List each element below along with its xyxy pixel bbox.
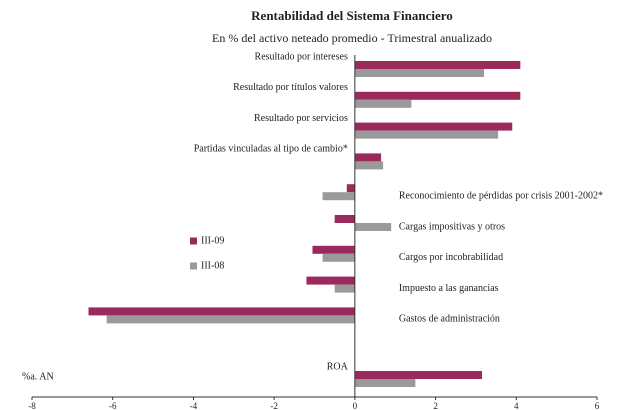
bar xyxy=(354,122,513,131)
legend-swatch xyxy=(190,237,197,245)
legend-label: III-09 xyxy=(201,235,224,246)
bar xyxy=(354,130,499,139)
category-label: Resultado por títulos valores xyxy=(233,82,348,93)
chart-subtitle: En % del activo neteado promedio - Trime… xyxy=(212,31,492,45)
category-label: ROA xyxy=(327,361,349,372)
category-label: Cargos por incobrabilidad xyxy=(399,252,503,263)
category-label: Reconocimiento de pérdidas por crisis 20… xyxy=(399,190,603,201)
bar xyxy=(106,315,355,324)
bar xyxy=(346,184,355,193)
x-tick-label: 2 xyxy=(433,401,438,410)
x-tick-label: -4 xyxy=(190,401,198,410)
bar xyxy=(354,379,416,387)
axis-label: %a. AN xyxy=(22,371,54,382)
bar xyxy=(334,284,355,293)
category-label: Cargas impositivas y otros xyxy=(399,221,505,232)
bar xyxy=(334,215,355,223)
bar xyxy=(322,253,355,262)
x-tick-label: -8 xyxy=(28,401,36,410)
category-label: Gastos de administración xyxy=(399,314,500,325)
bar xyxy=(354,61,521,69)
legend-swatch xyxy=(190,262,197,270)
legend-label: III-08 xyxy=(201,260,224,271)
bar xyxy=(312,245,355,254)
bar xyxy=(354,161,384,170)
category-label: Impuesto a las ganancias xyxy=(399,283,499,294)
category-label: Partidas vinculadas al tipo de cambio* xyxy=(194,144,348,155)
bar xyxy=(306,276,355,285)
bar xyxy=(88,307,355,316)
bar xyxy=(322,192,355,201)
x-tick-label: 6 xyxy=(595,401,600,410)
x-tick-label: -6 xyxy=(109,401,117,410)
bar xyxy=(354,91,521,100)
category-label: Resultado por servicios xyxy=(254,113,348,124)
bar xyxy=(354,371,482,379)
bar xyxy=(354,99,412,108)
chart-title: Rentabilidad del Sistema Financiero xyxy=(251,8,453,23)
x-tick-label: -2 xyxy=(270,401,278,410)
x-tick-label: 4 xyxy=(514,401,519,410)
x-tick-label: 0 xyxy=(353,401,358,410)
bar xyxy=(354,153,382,162)
bar xyxy=(354,223,392,231)
category-label: Resultado por intereses xyxy=(255,51,348,62)
bar xyxy=(354,69,484,77)
